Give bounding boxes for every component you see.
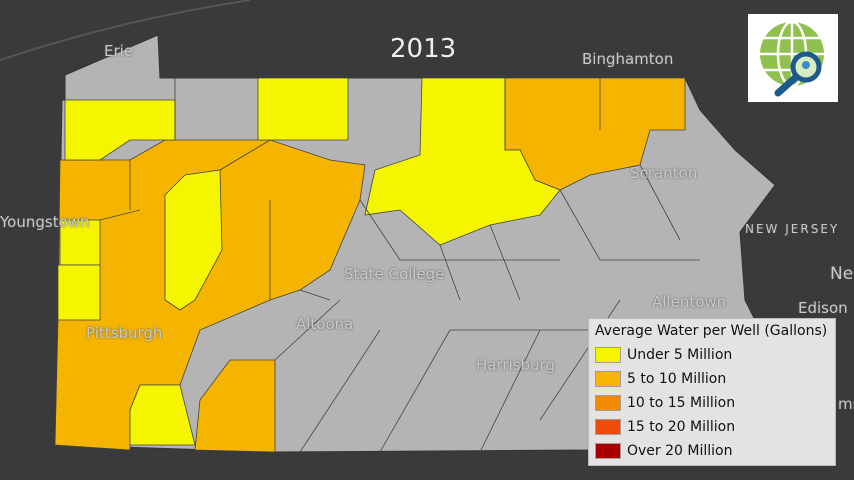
label-new-jersey: NEW JERSEY xyxy=(745,222,840,236)
label-youngstown: Youngstown xyxy=(0,213,90,231)
legend-item: Under 5 Million xyxy=(595,343,835,367)
label-allentown: Allentown xyxy=(652,293,727,311)
label-pittsburgh: Pittsburgh xyxy=(86,324,163,342)
legend-item: Over 20 Million xyxy=(595,439,835,463)
label-scranton: Scranton xyxy=(630,164,698,182)
region-under-5 xyxy=(57,264,101,321)
legend-label: 5 to 10 Million xyxy=(627,371,727,387)
legend: Average Water per Well (Gallons) Under 5… xyxy=(588,318,836,466)
map-title: 2013 xyxy=(390,34,457,64)
legend-item: 15 to 20 Million xyxy=(595,415,835,439)
globe-magnifier-logo xyxy=(748,14,838,102)
label-ms: ms xyxy=(838,395,854,413)
legend-label: Under 5 Million xyxy=(627,347,733,363)
label-edison: Edison xyxy=(798,299,848,317)
region-under-5 xyxy=(129,384,196,446)
region-under-5 xyxy=(257,77,349,141)
lake-shore xyxy=(0,0,251,61)
legend-swatch xyxy=(595,395,621,411)
legend-label: 15 to 20 Million xyxy=(627,419,736,435)
region-under-5 xyxy=(164,169,223,311)
legend-label: Over 20 Million xyxy=(627,443,733,459)
label-state-college: State College xyxy=(344,265,445,283)
legend-swatch xyxy=(595,347,621,363)
label-harrisburg: Harrisburg xyxy=(476,356,555,374)
label-binghamton: Binghamton xyxy=(582,50,674,68)
legend-title: Average Water per Well (Gallons) xyxy=(595,323,828,339)
legend-item: 5 to 10 Million xyxy=(595,367,835,391)
legend-swatch xyxy=(595,419,621,435)
region-under-5 xyxy=(364,77,561,246)
legend-swatch xyxy=(595,443,621,459)
legend-label: 10 to 15 Million xyxy=(627,395,736,411)
region-5-10 xyxy=(194,359,276,453)
label-altoona: Altoona xyxy=(296,315,354,333)
legend-swatch xyxy=(595,371,621,387)
legend-item: 10 to 15 Million xyxy=(595,391,835,415)
label-erie: Erie xyxy=(104,42,134,60)
label-ne: Ne xyxy=(830,264,854,284)
